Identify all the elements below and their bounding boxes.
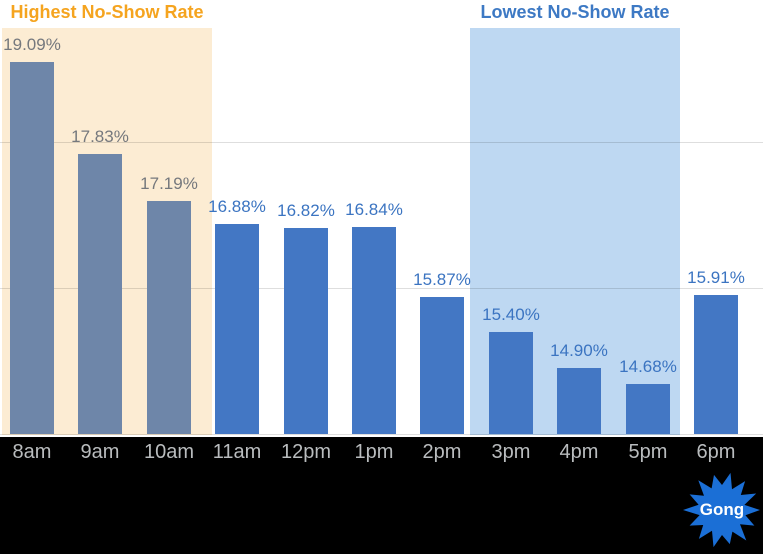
x-label-5pm: 5pm [628,441,668,463]
plot-area: Highest No-Show Rate Lowest No-Show Rate… [0,2,763,435]
value-label-4pm: 14.90% [550,341,608,360]
bar-10am [147,201,191,434]
starburst-icon [683,472,760,548]
value-label-6pm: 15.91% [687,268,745,287]
value-label-12pm: 16.82% [277,201,335,220]
value-label-9am: 17.83% [71,127,129,146]
annotation-title-lowest: Lowest No-Show Rate [480,2,670,22]
value-label-2pm: 15.87% [413,270,471,289]
x-label-3pm: 3pm [491,441,531,463]
bar-2pm [420,297,464,434]
x-label-2pm: 2pm [422,441,462,463]
bar-5pm [626,384,670,434]
value-label-11am: 16.88% [208,197,266,216]
x-label-4pm: 4pm [559,441,599,463]
bar-1pm [352,227,396,434]
gong-logo: Gong [682,470,762,550]
x-axis-footer: 8am 9am 10am 11am 12pm 1pm 2pm 3pm 4pm 5pm 6pm Gon… [0,437,763,554]
value-label-3pm: 15.40% [482,305,540,324]
x-label-12pm: 12pm [280,441,332,463]
x-label-10am: 10am [143,441,195,463]
value-label-10am: 17.19% [140,174,198,193]
gong-brand-text: Gong [699,500,745,519]
value-label-1pm: 16.84% [345,200,403,219]
annotation-title-highest: Highest No-Show Rate [10,2,204,22]
bar-12pm [284,228,328,434]
bar-9am [78,154,122,434]
bar-8am [10,62,54,434]
bar-4pm [557,368,601,434]
x-label-6pm: 6pm [696,441,736,463]
x-label-1pm: 1pm [354,441,394,463]
value-label-5pm: 14.68% [619,357,677,376]
bar-3pm [489,332,533,434]
value-label-8am: 19.09% [3,35,61,54]
gridline-14pct [0,434,763,435]
bar-6pm [694,295,738,434]
x-label-9am: 9am [80,441,120,463]
bar-11am [215,224,259,434]
gridline-18pct [0,142,763,143]
starburst-shape [683,472,760,548]
x-label-8am: 8am [12,441,52,463]
x-label-11am: 11am [212,441,262,463]
